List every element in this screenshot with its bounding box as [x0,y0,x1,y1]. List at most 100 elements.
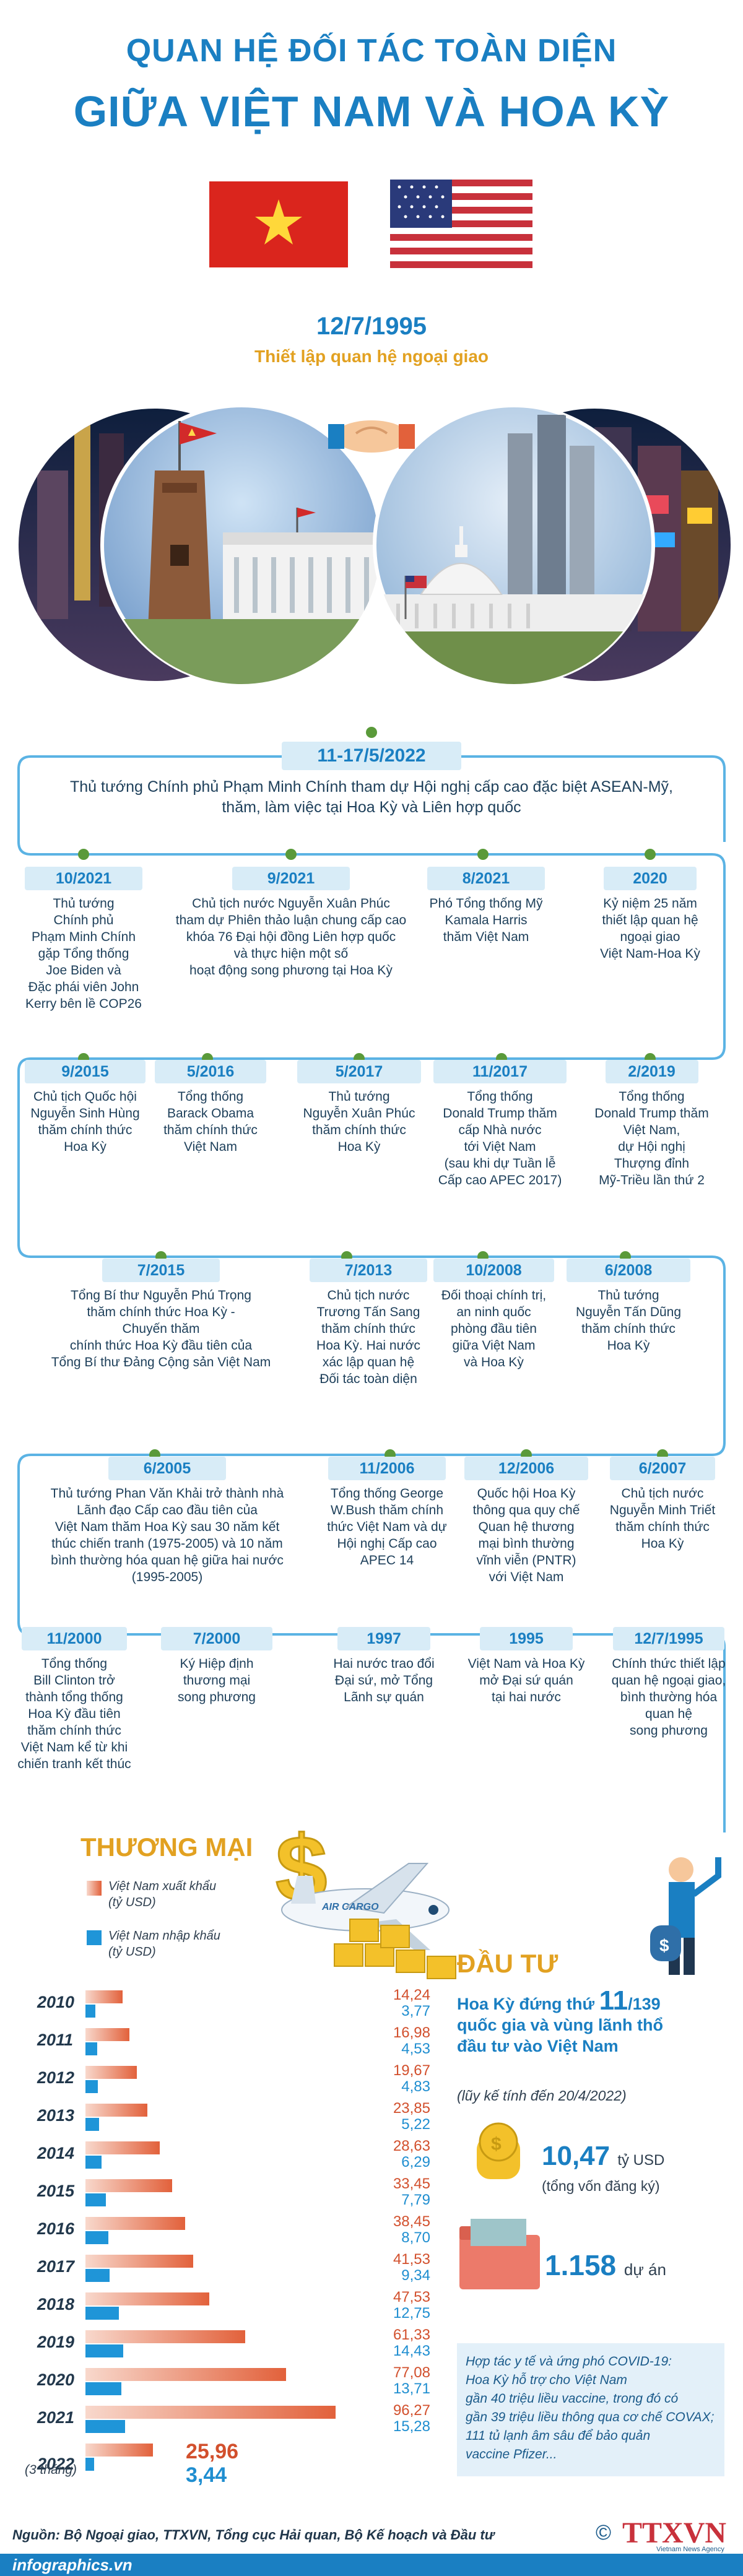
event-date: 7/2015 [102,1259,220,1282]
import-value-label: 12,75 [393,2305,430,2322]
event-date: 11/2006 [328,1457,446,1480]
timeline-event: 6/2005 Thủ tướng Phan Văn Khải trở thành … [19,1457,316,1585]
covid-text: Hợp tác y tế và ứng phó COVID-19: Hoa Kỳ… [466,2354,715,2461]
capital-note: (tổng vốn đăng ký) [542,2178,660,2194]
trade-bar-row: 2019 61,33 14,43 [0,2327,471,2362]
export-bar [85,2179,173,2192]
export-bar [85,2255,194,2268]
timeline-event: 1997 Hai nước trao đổi Đại sứ, mở Tổng Lã… [319,1627,449,1706]
export-value-label: 23,85 [393,2100,430,2117]
usa-flag [388,178,534,271]
event-date: 9/2021 [232,867,350,890]
year-label: 2019 [37,2333,75,2351]
timeline-event: 10/2008 Đối thoại chính trị, an ninh quốc… [433,1259,554,1371]
import-value-label: 7,79 [401,2192,430,2208]
page-title-line1: QUAN HỆ ĐỐI TÁC TOÀN DIỆN [126,33,617,69]
year-label: 2010 [37,1993,75,2011]
event-text: Tổng thống Barack Obama thăm chính thức … [163,1090,258,1154]
folder-icon [459,2219,540,2289]
event-date: 5/2017 [297,1060,421,1083]
event-text: Ký Hiệp định thương mại song phương [178,1657,256,1704]
export-bar [85,2217,186,2230]
vietnam-flag [206,178,352,271]
event-text: Tổng thống Bill Clinton trở thành tổng t… [17,1657,131,1771]
timeline-event: 12/2006 Quốc hội Hoa Kỳ thông qua quy chế… [464,1457,588,1585]
investor-icon: $ [650,1857,721,1975]
import-value-label: 6,29 [401,2154,430,2171]
event-text: Quốc hội Hoa Kỳ thông qua quy chế Quan h… [472,1486,580,1584]
import-value-label: 14,43 [393,2343,430,2359]
event-text: Hai nước trao đổi Đại sứ, mở Tổng Lãnh s… [333,1657,435,1704]
year-label: 2021 [37,2408,75,2427]
import-bar [85,2231,108,2244]
event-text: Tổng thống Donald Trump thăm cấp Nhà nướ… [438,1090,562,1187]
projects-unit: dự án [624,2260,666,2279]
export-bar [85,2292,209,2305]
export-value-label: 96,27 [393,2402,430,2419]
note-2022: (3 tháng) [25,2463,77,2477]
import-bar [85,2420,126,2433]
timeline-event: 5/2016 Tổng thống Barack Obama thăm chính… [155,1060,266,1155]
event-date: 6/2005 [108,1457,226,1480]
timeline-event: 11/2017 Tổng thống Donald Trump thăm cấp … [433,1060,567,1189]
import-value-label: 3,77 [401,2003,430,2019]
import-value-label: 9,34 [401,2267,430,2284]
export-value-label: 28,63 [393,2138,430,2154]
event-text: Phó Tổng thống Mỹ Kamala Harris thăm Việ… [429,896,543,944]
svg-text:$: $ [491,2134,502,2154]
trade-bar-row: 2022 25,96 3,44 [0,2440,471,2487]
trade-bar-chart: 2010 14,24 3,77 2011 16,98 4,53 2012 19,67 4,83 2… [0,1987,471,2487]
event-text: Thủ tướng Nguyễn Tấn Dũng thăm chính thứ… [575,1288,682,1353]
event-text: Tổng thống Donald Trump thăm Việt Nam, d… [594,1090,709,1187]
event-text: Tổng Bí thư Nguyễn Phú Trọng thăm chính … [51,1288,271,1369]
import-bar [85,2458,95,2471]
event-text: Chính thức thiết lập quan hệ ngoại giao,… [611,1657,726,1738]
import-value-label: 4,53 [401,2040,430,2057]
trade-bar-row: 2017 41,53 9,34 [0,2251,471,2287]
covid-box [457,2343,724,2476]
site-text[interactable]: infographics.vn [12,2556,133,2574]
import-value-label: 3,44 [186,2463,227,2487]
timeline-event: 12/7/1995 Chính thức thiết lập quan hệ ng… [604,1627,734,1739]
export-bar [85,2444,154,2457]
timeline-event: 6/2007 Chủ tịch nước Nguyễn Minh Triết th… [601,1457,724,1552]
event-text: Chủ tịch nước Nguyễn Minh Triết thăm chí… [609,1486,716,1551]
event-text: Việt Nam và Hoa Kỳ mở Đại sứ quán tại ha… [467,1657,585,1704]
import-bar [85,2005,95,2018]
event-date: 6/2008 [567,1259,690,1282]
year-label: 2014 [37,2144,75,2162]
import-legend-label: Việt Nam nhập khẩu (tỷ USD) [108,1929,220,1959]
event-text: Đối thoại chính trị, an ninh quốc phòng … [441,1288,547,1369]
export-value-label: 77,08 [393,2364,430,2381]
coins-icon [334,1919,456,1979]
export-bar [85,2368,286,2381]
export-value-label: 19,67 [393,2062,430,2079]
export-value-label: 61,33 [393,2327,430,2343]
event-text: Tổng thống George W.Bush thăm chính thức… [327,1486,447,1568]
event-date: 5/2016 [155,1060,266,1083]
ttxvn-logo: TTXVN [622,2517,727,2549]
import-bar [85,2269,110,2282]
footer-bar [0,2554,743,2576]
trade-bar-row: 2021 96,27 15,28 [0,2402,471,2438]
top-event-text: Thủ tướng Chính phủ Phạm Minh Chính tham… [70,778,673,816]
rank-line3: đầu tư vào Việt Nam [457,2037,619,2055]
import-bar [85,2042,98,2055]
export-bar [85,2028,130,2041]
timeline-event: 7/2013 Chủ tịch nước Trương Tấn Sang thăm… [310,1259,427,1387]
year-label: 2017 [37,2257,75,2276]
trade-bar-row: 2012 19,67 4,83 [0,2062,471,2098]
trade-bar-row: 2014 28,63 6,29 [0,2138,471,2174]
import-value-label: 15,28 [393,2418,430,2435]
import-bar [85,2344,123,2357]
import-bar [85,2118,99,2131]
event-date: 9/2015 [25,1060,146,1083]
trade-bar-row: 2016 38,45 8,70 [0,2213,471,2249]
export-value-label: 33,45 [393,2175,430,2192]
year-label: 2015 [37,2182,75,2200]
year-label: 2012 [37,2068,75,2087]
capital-number: 10,47 [542,2141,610,2171]
event-date: 6/2007 [610,1457,715,1480]
import-bar [85,2307,119,2320]
trade-bar-row: 2020 77,08 13,71 [0,2364,471,2400]
